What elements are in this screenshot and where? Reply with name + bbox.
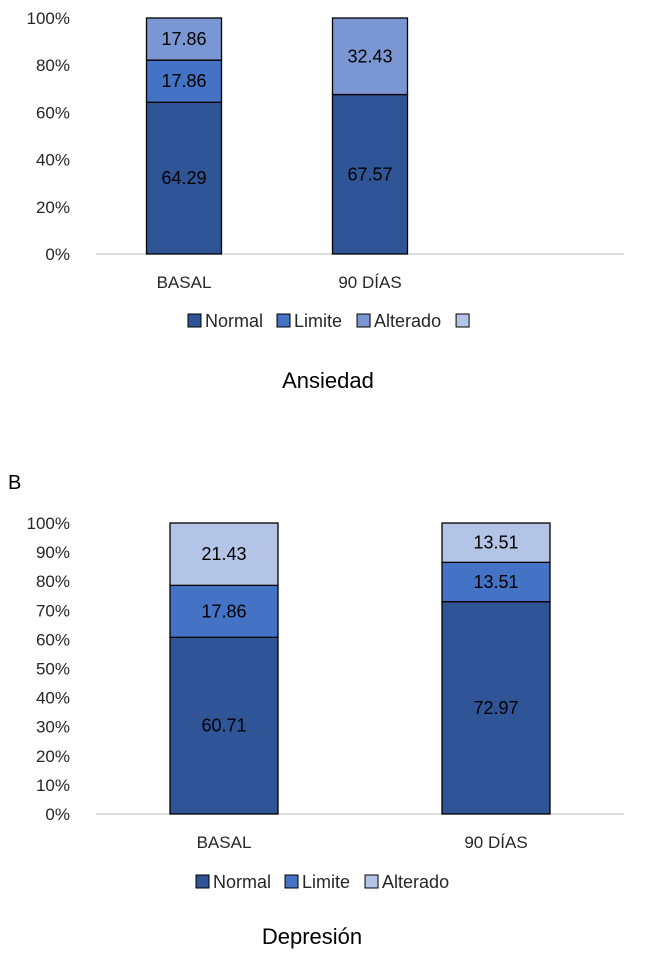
y-tick-label: 0%: [45, 245, 70, 264]
data-label: 21.43: [201, 544, 246, 564]
y-tick-label: 60%: [36, 630, 70, 649]
y-tick-label: 10%: [36, 776, 70, 795]
legend-swatch: [276, 313, 291, 328]
bar-segment-limite: [169, 584, 279, 638]
x-category-label: BASAL: [197, 833, 252, 852]
data-label: 60.71: [201, 716, 246, 736]
x-category-label: 90 DÍAS: [338, 273, 401, 292]
bar-segment-normal: [331, 93, 409, 255]
legend: Normal Limite Alterado: [195, 872, 449, 892]
legend-label: Normal: [205, 311, 263, 331]
legend-label: Limite: [294, 311, 342, 331]
legend-label: Alterado: [374, 311, 441, 331]
legend-label: Normal: [213, 872, 271, 892]
y-tick-label: 40%: [36, 689, 70, 708]
bar-segment-alterado: [169, 522, 279, 587]
legend-swatch: [187, 313, 202, 328]
data-label: 67.57: [347, 164, 392, 184]
legend-swatch: [455, 313, 470, 328]
data-label: 13.51: [473, 533, 518, 553]
y-tick-label: 20%: [36, 747, 70, 766]
data-label: 13.51: [473, 572, 518, 592]
legend-swatch: [284, 874, 299, 889]
data-label: 32.43: [347, 46, 392, 66]
data-label: 17.86: [201, 601, 246, 621]
y-tick-label: 60%: [36, 103, 70, 122]
bar-segment-alterado: [331, 17, 409, 96]
y-tick-label: 20%: [36, 198, 70, 217]
y-tick-label: 50%: [36, 660, 70, 679]
y-tick-label: 100%: [27, 9, 70, 28]
legend-swatch: [364, 874, 379, 889]
data-label: 17.86: [161, 29, 206, 49]
y-tick-label: 70%: [36, 601, 70, 620]
chart-depresion: B 0% 10% 20% 30% 40% 50% 60% 70% 80% 90% 100% 60.71 1…: [8, 472, 624, 949]
panel-label: B: [8, 472, 21, 494]
y-tick-label: 0%: [45, 805, 70, 824]
chart-ansiedad: 0% 20% 40% 60% 80% 100% 64.29 17.86 17.86 BASAL 67…: [27, 9, 624, 393]
legend-swatch: [195, 874, 210, 889]
bar-segment-alterado: [145, 17, 223, 61]
bar-segment-alterado: [441, 522, 551, 563]
x-category-label: BASAL: [157, 273, 212, 292]
chart-title: Depresión: [262, 924, 362, 949]
bar-segment-limite: [145, 59, 223, 103]
y-tick-label: 40%: [36, 151, 70, 170]
y-tick-label: 80%: [36, 56, 70, 75]
legend: Normal Limite Alterado: [187, 311, 470, 331]
legend-swatch: [356, 313, 371, 328]
bar-segment-normal: [169, 636, 279, 815]
data-label: 72.97: [473, 698, 518, 718]
data-label: 64.29: [161, 168, 206, 188]
y-tick-label: 30%: [36, 718, 70, 737]
legend-label: Alterado: [382, 872, 449, 892]
bar-segment-normal: [145, 101, 223, 255]
x-category-label: 90 DÍAS: [464, 833, 527, 852]
y-tick-label: 80%: [36, 572, 70, 591]
y-tick-label: 90%: [36, 543, 70, 562]
y-tick-label: 100%: [27, 514, 70, 533]
chart-title: Ansiedad: [282, 368, 374, 393]
data-label: 17.86: [161, 71, 206, 91]
legend-label: Limite: [302, 872, 350, 892]
bar-segment-normal: [441, 601, 551, 815]
